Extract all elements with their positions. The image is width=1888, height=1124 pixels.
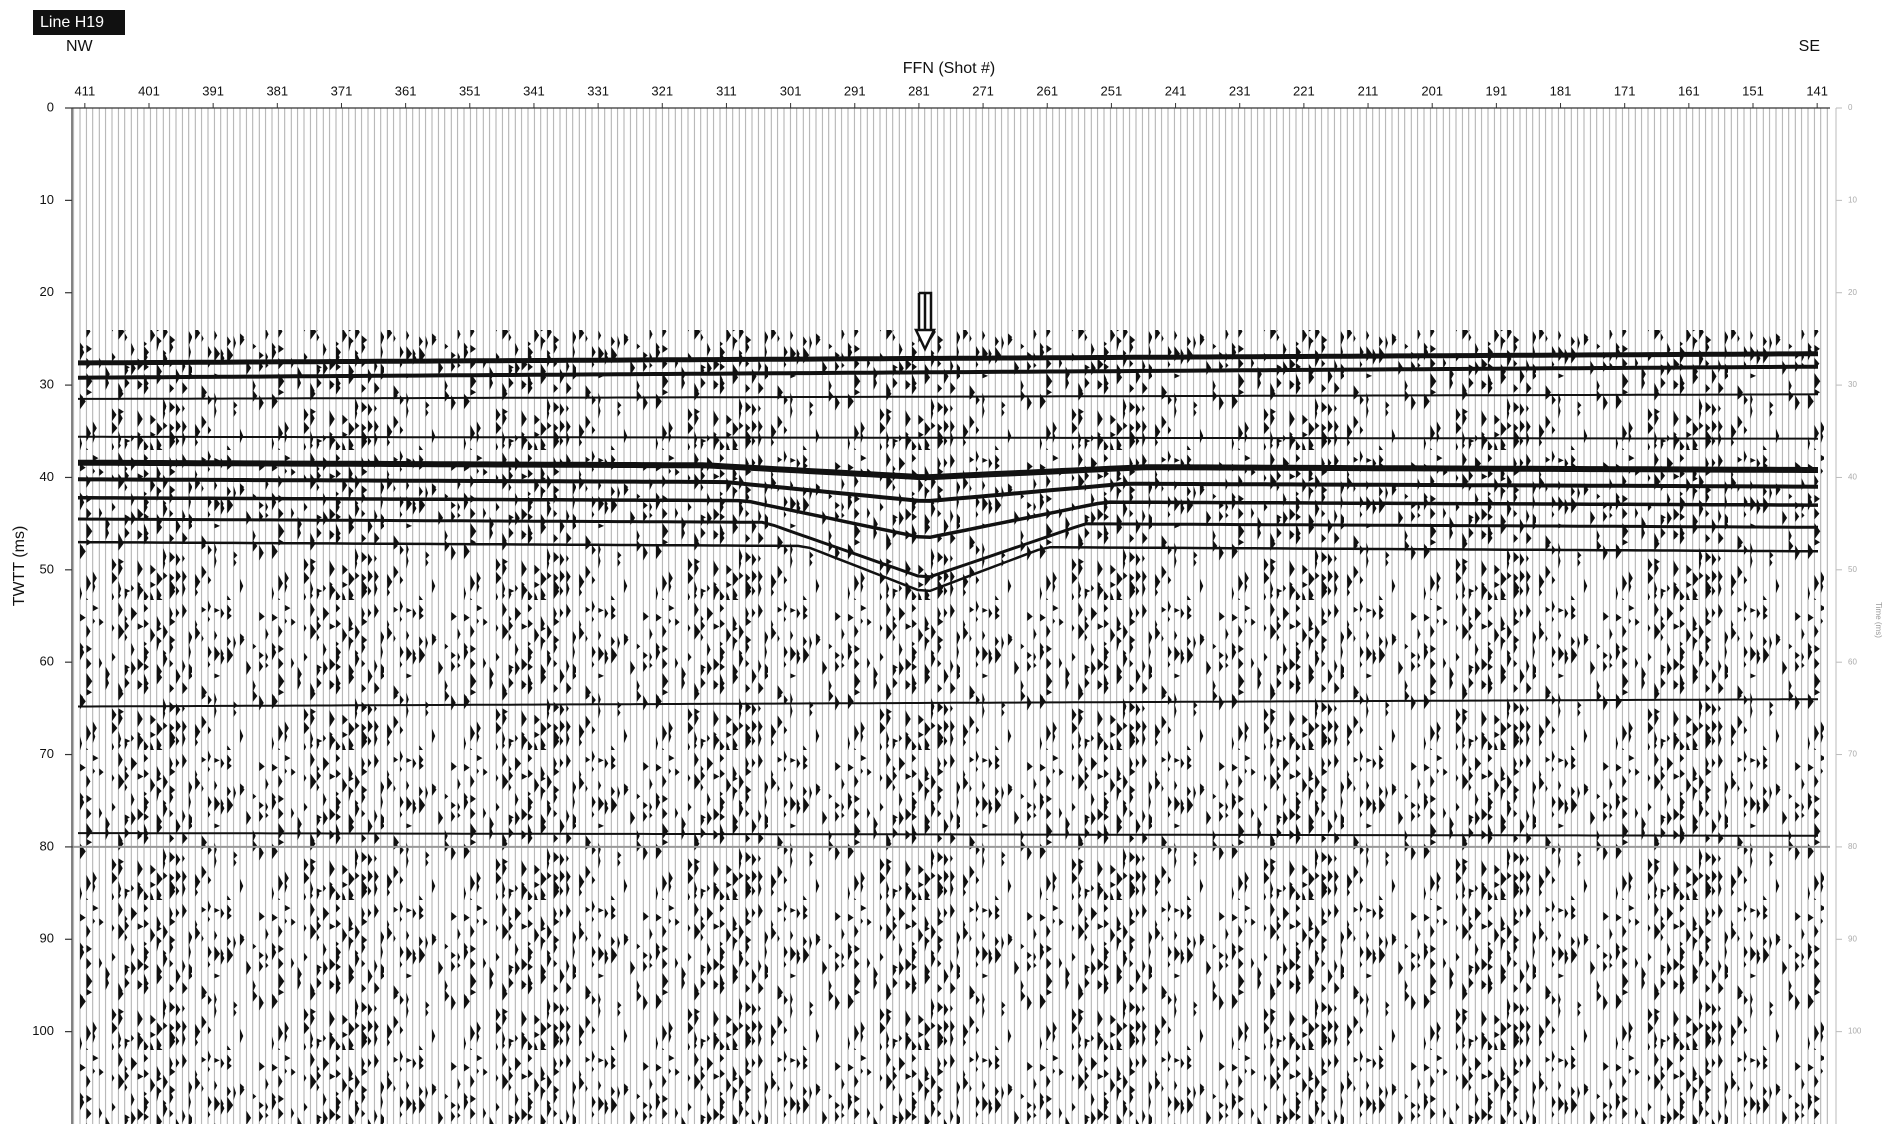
y-tick-label: 80 [40,838,54,853]
x-tick-label: 161 [1678,83,1700,98]
right-tick-label: 80 [1848,842,1857,851]
x-tick-label: 301 [780,83,802,98]
right-direction: SE [1799,38,1820,55]
x-tick-label: 401 [138,83,160,98]
x-tick-label: 381 [266,83,288,98]
x-tick-label: 411 [74,83,95,98]
right-tick-label: 30 [1848,380,1857,389]
left-direction: NW [66,38,94,55]
y-tick-label: 60 [40,654,54,669]
x-tick-label: 391 [202,83,224,98]
x-tick-label: 351 [459,83,481,98]
right-tick-label: 20 [1848,288,1857,297]
x-tick-label: 141 [1806,83,1828,98]
x-tick-label: 361 [395,83,417,98]
x-tick-label: 151 [1742,83,1764,98]
right-axis-label: Time (ms) [1874,602,1883,638]
noise [78,330,1824,1124]
y-tick-label: 10 [40,192,54,207]
x-tick-label: 231 [1229,83,1251,98]
x-tick-label: 331 [587,83,609,98]
x-tick-label: 371 [331,83,353,98]
seismic-section: Line H19 NW SE FFN (Shot #) TWTT (ms) Ti… [0,0,1888,1124]
x-tick-label: 251 [1101,83,1123,98]
x-tick-label: 181 [1550,83,1572,98]
y-tick-label: 30 [40,377,54,392]
x-axis-label: FFN (Shot #) [903,60,995,77]
page: {"title": "Line H19", "left_direction": … [0,0,1888,1124]
x-tick-label: 191 [1486,83,1508,98]
x-tick-label: 201 [1421,83,1443,98]
right-tick-label: 100 [1848,1027,1862,1036]
x-tick-label: 281 [908,83,930,98]
y-tick-label: 20 [40,284,54,299]
x-tick-label: 241 [1165,83,1187,98]
x-tick-label: 271 [972,83,994,98]
y-tick-label: 100 [32,1023,54,1038]
y-axis-label: TWTT (ms) [11,526,28,607]
x-tick-label: 211 [1358,83,1379,98]
title: Line H19 [40,14,104,31]
y-tick-label: 90 [40,931,54,946]
right-tick-label: 40 [1848,473,1857,482]
x-tick-label: 221 [1293,83,1315,98]
y-tick-label: 50 [40,561,54,576]
x-tick-label: 261 [1036,83,1058,98]
right-tick-label: 10 [1848,195,1857,204]
x-tick-label: 321 [651,83,673,98]
y-tick-label: 70 [40,746,54,761]
x-tick-label: 311 [716,83,737,98]
x-tick-label: 291 [844,83,866,98]
right-tick-label: 50 [1848,565,1857,574]
x-tick-label: 171 [1614,83,1636,98]
plot-area [72,108,1830,1124]
right-tick-label: 60 [1848,657,1857,666]
right-tick-label: 0 [1848,103,1853,112]
right-tick-label: 90 [1848,934,1857,943]
right-tick-label: 70 [1848,750,1857,759]
x-tick-label: 341 [523,83,545,98]
y-tick-label: 40 [40,469,54,484]
y-tick-label: 0 [47,99,54,114]
